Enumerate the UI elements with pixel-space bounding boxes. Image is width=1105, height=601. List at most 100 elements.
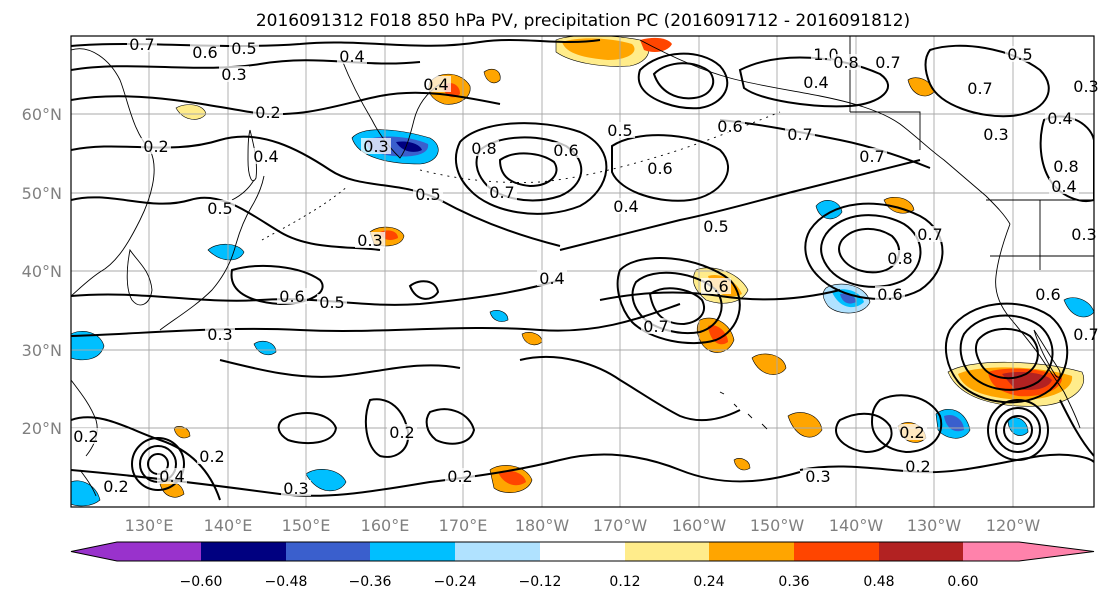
coastline-korea <box>126 248 153 306</box>
contour-label-bg <box>469 140 499 156</box>
contour-line <box>719 119 931 169</box>
contour-line <box>637 52 729 110</box>
contour-label-bg <box>487 184 517 200</box>
contour-line <box>277 412 338 445</box>
contour-line <box>71 59 421 71</box>
contour-line <box>71 39 601 47</box>
contour-label-bg <box>831 54 861 70</box>
contour-label: 0.4 <box>423 75 448 94</box>
contour-line <box>519 355 741 422</box>
contour-line <box>799 453 1094 474</box>
contour-label-bg <box>127 36 157 52</box>
lon-label-160w: 160°W <box>672 516 727 535</box>
coastline-baja <box>1033 329 1061 378</box>
contour-label-bg <box>71 428 101 444</box>
colorbar: −0.60 −0.48 −0.36 −0.24 −0.12 0.12 0.24 … <box>70 541 1095 590</box>
shade-blob <box>640 37 672 52</box>
map-panel: 0.7 0.6 0.5 0.3 0.4 0.2 0.4 0.3 0.2 0.4 0.5 0.3 0.5 0… <box>70 35 1101 508</box>
contour-label: 0.7 <box>917 225 942 244</box>
contour-label: 0.2 <box>899 423 924 442</box>
contour-line <box>652 62 715 100</box>
colorbar-segment <box>117 542 201 561</box>
shade-blob <box>305 469 347 492</box>
contour-label: 0.4 <box>159 467 184 486</box>
contour-label-bg <box>1045 110 1075 126</box>
lat-label-40n: 40°N <box>22 262 62 281</box>
contour-label: 0.5 <box>1007 45 1032 64</box>
contour-label: 0.5 <box>415 185 440 204</box>
contour-label-bg <box>413 186 443 202</box>
colorbar-extend-min <box>71 542 117 561</box>
shade-blob <box>71 480 101 507</box>
contour-label: 0.2 <box>905 457 930 476</box>
shade-blob <box>498 470 526 486</box>
contour-label-bg <box>190 44 220 60</box>
lon-label-120w: 120°W <box>986 516 1041 535</box>
contour-label: 0.7 <box>875 53 900 72</box>
contour-label-bg <box>785 126 815 142</box>
contour-line <box>820 214 922 288</box>
contour-line <box>959 314 1054 391</box>
shade-blob <box>708 325 728 345</box>
contour-label-bg <box>337 48 367 64</box>
lat-label-20n: 20°N <box>22 419 62 438</box>
colorbar-segment <box>286 542 370 561</box>
contour-label-bg <box>701 218 731 234</box>
contour-label: 0.6 <box>703 277 728 296</box>
contour-line <box>631 271 723 334</box>
contour-line <box>834 412 893 454</box>
colorbar-tick-label: 0.60 <box>947 574 978 590</box>
pv-contours <box>71 39 1094 501</box>
contour-label-bg <box>801 74 831 90</box>
colorbar-segment <box>625 542 709 561</box>
contour-label: 0.8 <box>887 249 912 268</box>
contour-line <box>838 228 901 274</box>
colorbar-tick-label: 0.12 <box>609 574 640 590</box>
contour-label-bg <box>361 138 391 154</box>
contour-line <box>408 280 440 300</box>
contour-label: 0.3 <box>1071 225 1096 244</box>
colorbar-tick-label: −0.24 <box>434 574 477 590</box>
latitude-labels: 60°N 50°N 40°N 30°N 20°N <box>22 105 62 438</box>
lon-label-130e: 130°E <box>125 516 174 535</box>
contour-label: 0.4 <box>803 73 828 92</box>
contour-label: 0.6 <box>279 287 304 306</box>
colorbar-extend-max <box>1019 542 1094 561</box>
contour-label: 0.7 <box>859 147 884 166</box>
contour-label-bg <box>205 200 235 216</box>
contour-label: 0.7 <box>967 79 992 98</box>
coastline-hawaii <box>719 391 768 430</box>
contour-label: 0.2 <box>143 137 168 156</box>
contour-label: 0.2 <box>199 447 224 466</box>
lon-label-170e: 170°E <box>439 516 488 535</box>
contour-label: 0.5 <box>319 293 344 312</box>
contour-label-bg <box>903 458 933 474</box>
contour-label: 0.3 <box>207 325 232 344</box>
contour-label-bg <box>197 448 227 464</box>
contour-label-bg <box>317 294 347 310</box>
contour-label-bg <box>219 66 249 82</box>
contour-label: 0.3 <box>357 231 382 250</box>
contour-label-bg <box>981 126 1011 142</box>
contour-label-bg <box>355 232 385 248</box>
contour-label: 0.6 <box>553 141 578 160</box>
contour-line <box>738 56 889 108</box>
shade-blob <box>489 310 509 322</box>
colorbar-segment <box>879 542 963 561</box>
contour-label-bg <box>253 104 283 120</box>
contour-label: 0.3 <box>283 479 308 498</box>
contour-label-bg <box>1069 226 1099 242</box>
contour-label-bg <box>611 198 641 214</box>
contour-line <box>475 136 583 202</box>
map-frame <box>70 35 1095 508</box>
coastline-kamchatka <box>341 59 441 159</box>
contour-line <box>71 453 801 497</box>
contour-label-bg <box>229 40 259 56</box>
contour-line <box>71 91 501 116</box>
lat-label-30n: 30°N <box>22 341 62 360</box>
lat-label-60n: 60°N <box>22 105 62 124</box>
contour-label: 0.2 <box>447 467 472 486</box>
contour-line <box>611 134 730 202</box>
contour-line <box>924 44 1050 118</box>
contour-label-bg <box>885 250 915 266</box>
